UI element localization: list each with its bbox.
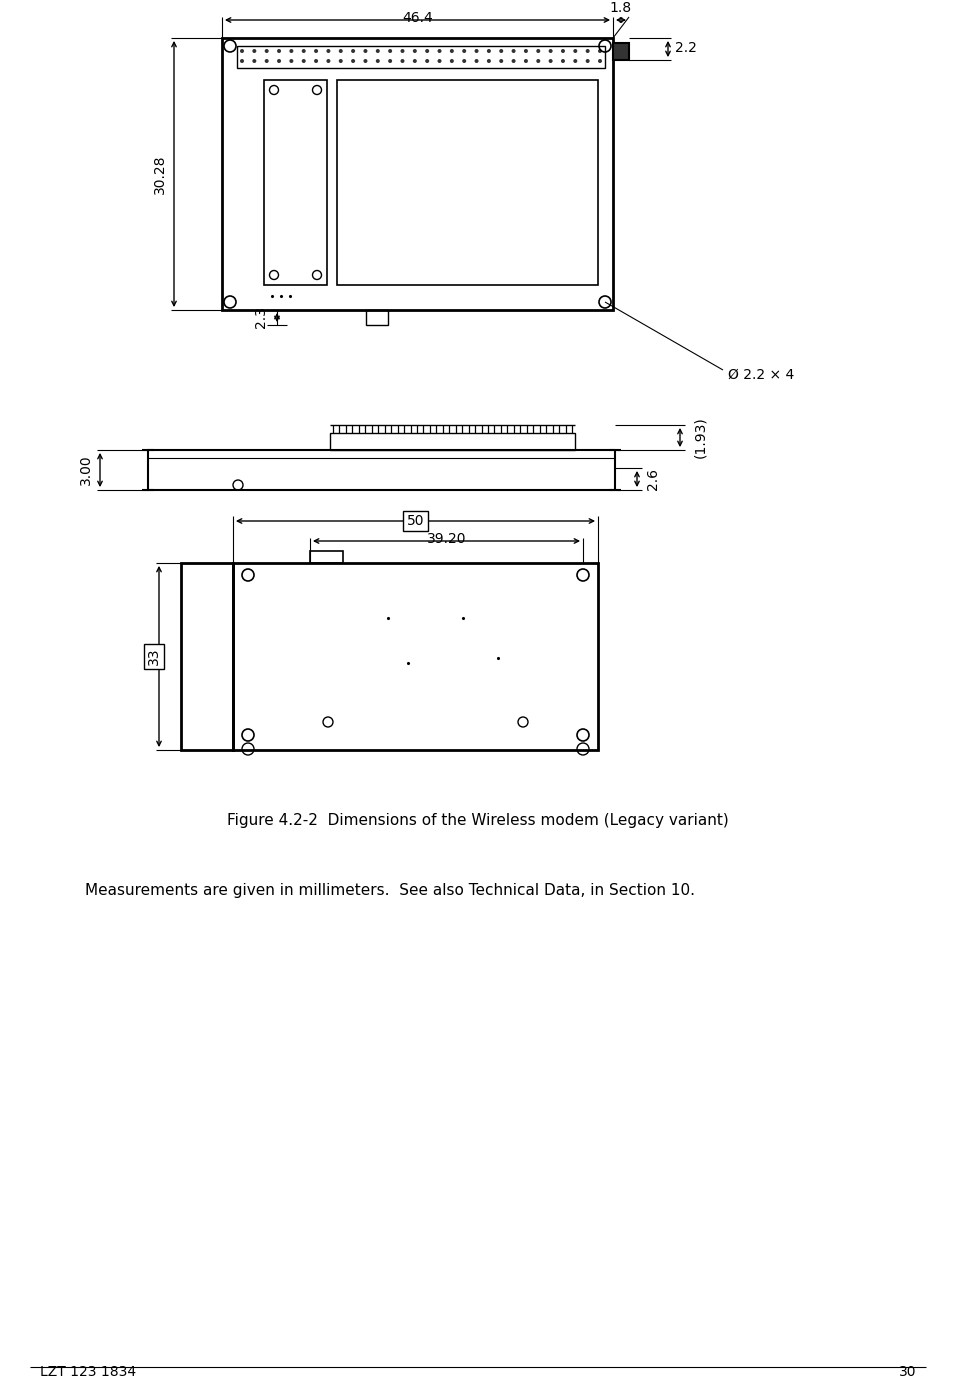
Circle shape	[536, 60, 540, 62]
Circle shape	[586, 60, 590, 62]
Circle shape	[487, 60, 490, 62]
Text: (1.93): (1.93)	[693, 416, 707, 458]
Bar	[337, 80, 598, 284]
Circle shape	[450, 49, 454, 53]
Circle shape	[240, 49, 244, 53]
Circle shape	[240, 60, 244, 62]
Text: 50: 50	[406, 515, 424, 528]
Circle shape	[277, 49, 281, 53]
Text: 46.4: 46.4	[402, 11, 433, 25]
Circle shape	[376, 49, 380, 53]
Text: 2.6: 2.6	[646, 467, 660, 490]
Text: 1.8: 1.8	[610, 1, 632, 15]
Circle shape	[499, 49, 503, 53]
Bar	[233, 563, 598, 750]
Circle shape	[413, 60, 417, 62]
Circle shape	[586, 49, 590, 53]
Text: LZT 123 1834: LZT 123 1834	[40, 1365, 136, 1379]
Circle shape	[425, 60, 429, 62]
Bar	[310, 551, 343, 563]
Circle shape	[252, 60, 256, 62]
Text: 30.28: 30.28	[153, 154, 167, 194]
Bar	[366, 311, 388, 325]
Bar	[613, 43, 629, 60]
Bar	[181, 563, 233, 750]
Circle shape	[290, 60, 293, 62]
Circle shape	[462, 49, 467, 53]
Circle shape	[252, 49, 256, 53]
Circle shape	[376, 60, 380, 62]
Circle shape	[351, 49, 355, 53]
Circle shape	[438, 49, 442, 53]
Circle shape	[524, 60, 528, 62]
Circle shape	[574, 49, 577, 53]
Text: Measurements are given in millimeters.  See also Technical Data, in Section 10.: Measurements are given in millimeters. S…	[85, 882, 695, 897]
Circle shape	[338, 49, 343, 53]
Circle shape	[302, 49, 306, 53]
Text: 39.20: 39.20	[426, 533, 467, 546]
Circle shape	[326, 60, 331, 62]
Circle shape	[401, 49, 404, 53]
Bar	[222, 37, 613, 311]
Circle shape	[326, 49, 331, 53]
Text: 30: 30	[899, 1365, 916, 1379]
Text: 2.2: 2.2	[675, 42, 697, 55]
Circle shape	[425, 49, 429, 53]
Circle shape	[499, 60, 503, 62]
Text: 3.00: 3.00	[79, 455, 93, 485]
Circle shape	[438, 60, 442, 62]
Circle shape	[338, 60, 343, 62]
Bar	[264, 80, 327, 284]
Bar	[330, 433, 575, 449]
Text: Figure 4.2-2  Dimensions of the Wireless modem (Legacy variant): Figure 4.2-2 Dimensions of the Wireless …	[228, 813, 728, 828]
Text: 33: 33	[147, 648, 161, 666]
Circle shape	[265, 60, 269, 62]
Circle shape	[290, 49, 293, 53]
Circle shape	[561, 60, 565, 62]
Circle shape	[277, 60, 281, 62]
Text: Ø 2.2 × 4: Ø 2.2 × 4	[728, 368, 794, 381]
Circle shape	[462, 60, 467, 62]
Text: 2.3: 2.3	[254, 307, 268, 329]
Circle shape	[549, 60, 553, 62]
Circle shape	[363, 49, 367, 53]
Circle shape	[598, 49, 602, 53]
Circle shape	[388, 60, 392, 62]
Circle shape	[450, 60, 454, 62]
Circle shape	[511, 49, 515, 53]
Circle shape	[315, 60, 318, 62]
Circle shape	[363, 60, 367, 62]
Circle shape	[401, 60, 404, 62]
Circle shape	[549, 49, 553, 53]
Circle shape	[598, 60, 602, 62]
Circle shape	[561, 49, 565, 53]
Bar	[237, 46, 605, 68]
Circle shape	[511, 60, 515, 62]
Circle shape	[536, 49, 540, 53]
Circle shape	[574, 60, 577, 62]
Circle shape	[524, 49, 528, 53]
Circle shape	[487, 49, 490, 53]
Circle shape	[351, 60, 355, 62]
Circle shape	[302, 60, 306, 62]
Circle shape	[474, 49, 479, 53]
Circle shape	[413, 49, 417, 53]
Circle shape	[474, 60, 479, 62]
Circle shape	[265, 49, 269, 53]
Circle shape	[388, 49, 392, 53]
Circle shape	[315, 49, 318, 53]
